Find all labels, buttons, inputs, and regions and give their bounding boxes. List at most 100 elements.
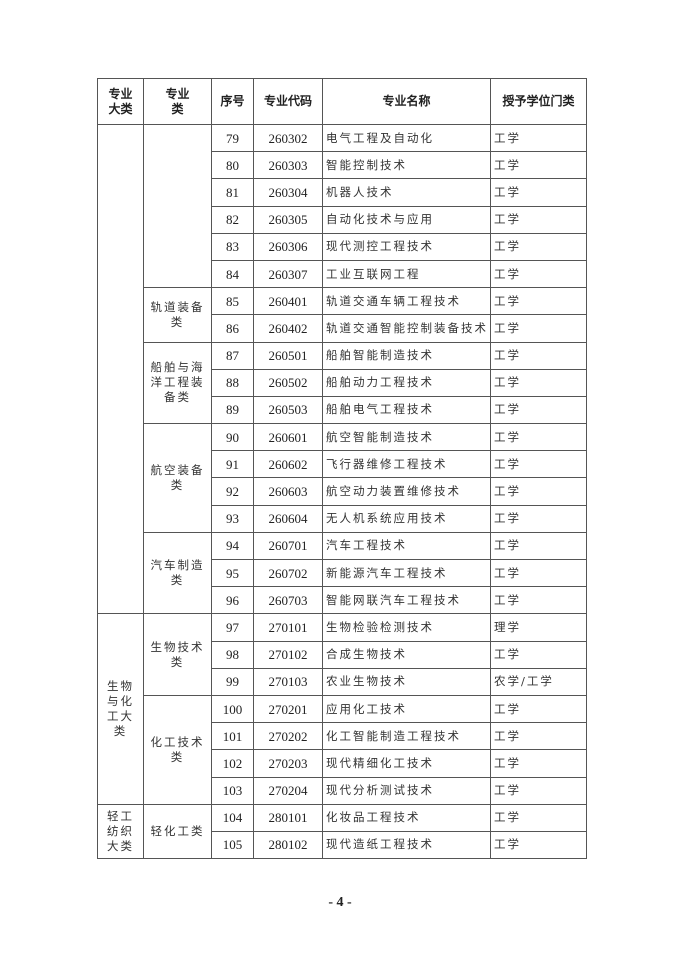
big-category-cell: 生物与化工大类 <box>97 613 144 805</box>
major-name-cell: 农业生物技术 <box>322 667 491 696</box>
major-name-cell: 航空智能制造技术 <box>322 423 491 452</box>
major-name-cell: 电气工程及自动化 <box>322 123 491 153</box>
table-row: 93 260604 无人机系统应用技术 工学 <box>98 504 587 533</box>
degree-cell: 工学 <box>490 830 587 860</box>
category-cell: 船舶与海洋工程装备类 <box>143 341 212 425</box>
seq-cell: 94 <box>211 531 254 561</box>
degree-cell: 工学 <box>490 205 587 234</box>
seq-cell: 97 <box>211 613 254 642</box>
major-name-cell: 飞行器维修工程技术 <box>322 450 491 479</box>
seq-cell: 103 <box>211 776 254 805</box>
category-cell <box>143 123 212 289</box>
seq-cell: 87 <box>211 341 254 370</box>
code-cell: 260602 <box>253 450 323 479</box>
degree-cell: 工学 <box>490 287 587 316</box>
code-cell: 260703 <box>253 586 323 615</box>
code-cell: 260305 <box>253 205 323 234</box>
degree-cell: 工学 <box>490 341 587 370</box>
degree-cell: 工学 <box>490 531 587 561</box>
code-cell: 260303 <box>253 151 323 180</box>
seq-cell: 79 <box>211 123 254 153</box>
code-cell: 260304 <box>253 178 323 207</box>
degree-cell: 工学 <box>490 450 587 479</box>
big-category-cell: 轻工纺织大类 <box>97 803 144 860</box>
degree-cell: 工学 <box>490 259 587 289</box>
major-name-cell: 轨道交通智能控制装备技术 <box>322 314 491 343</box>
table-row: 轨道装备类 85 260401 轨道交通车辆工程技术 工学 <box>98 287 587 343</box>
header-seq: 序号 <box>211 78 254 125</box>
seq-cell: 84 <box>211 259 254 289</box>
code-cell: 260302 <box>253 123 323 153</box>
code-cell: 270201 <box>253 694 323 724</box>
seq-cell: 91 <box>211 450 254 479</box>
table-row: 83 260306 现代测控工程技术 工学 <box>98 232 587 261</box>
major-name-cell: 智能控制技术 <box>322 151 491 180</box>
degree-cell: 理学 <box>490 613 587 642</box>
category-cell: 轻化工类 <box>143 803 212 860</box>
major-name-cell: 智能网联汽车工程技术 <box>322 586 491 615</box>
table-row: 95 260702 新能源汽车工程技术 工学 <box>98 558 587 588</box>
major-name-cell: 工业互联网工程 <box>322 259 491 289</box>
table-row: 82 260305 自动化技术与应用 工学 <box>98 205 587 234</box>
header-big-category: 专业大类 <box>97 78 144 125</box>
seq-cell: 105 <box>211 830 254 860</box>
code-cell: 260603 <box>253 477 323 506</box>
code-cell: 260401 <box>253 287 323 316</box>
major-name-cell: 合成生物技术 <box>322 640 491 669</box>
degree-cell: 工学 <box>490 558 587 588</box>
code-cell: 270204 <box>253 776 323 805</box>
seq-cell: 99 <box>211 667 254 696</box>
table-row: 80 260303 智能控制技术 工学 <box>98 151 587 180</box>
degree-cell: 工学 <box>490 395 587 425</box>
degree-cell: 工学 <box>490 368 587 397</box>
code-cell: 270203 <box>253 749 323 778</box>
major-name-cell: 现代精细化工技术 <box>322 749 491 778</box>
table-row: 轻工纺织大类 轻化工类 104 280101 化妆品工程技术 工学 <box>97 803 587 860</box>
degree-cell: 工学 <box>490 151 587 180</box>
table-row: 84 260307 工业互联网工程 工学 <box>98 259 587 289</box>
degree-cell: 工学 <box>490 722 587 751</box>
code-cell: 270101 <box>253 613 323 642</box>
major-name-cell: 机器人技术 <box>322 178 491 207</box>
code-cell: 260702 <box>253 558 323 588</box>
big-category-cell <box>97 123 144 615</box>
header-code: 专业代码 <box>253 78 323 125</box>
seq-cell: 85 <box>211 287 254 316</box>
table-row: 88 260502 船舶动力工程技术 工学 <box>98 368 587 397</box>
seq-cell: 93 <box>211 504 254 533</box>
table-row: 96 260703 智能网联汽车工程技术 工学 <box>98 586 587 615</box>
code-cell: 260306 <box>253 232 323 261</box>
table-row: 船舶与海洋工程装备类 87 260501 船舶智能制造技术 工学 <box>98 341 587 425</box>
table-row: 89 260503 船舶电气工程技术 工学 <box>98 395 587 425</box>
major-name-cell: 航空动力装置维修技术 <box>322 477 491 506</box>
seq-cell: 82 <box>211 205 254 234</box>
category-cell: 汽车制造类 <box>143 531 212 615</box>
seq-cell: 89 <box>211 395 254 425</box>
majors-table: 专业大类 专业类 序号 专业代码 专业名称 授予学位门类 79 260302 电气工… <box>97 78 587 860</box>
code-cell: 260503 <box>253 395 323 425</box>
code-cell: 260701 <box>253 531 323 561</box>
header-name: 专业名称 <box>322 78 491 125</box>
major-name-cell: 船舶电气工程技术 <box>322 395 491 425</box>
major-name-cell: 现代测控工程技术 <box>322 232 491 261</box>
header-degree: 授予学位门类 <box>490 78 587 125</box>
degree-cell: 工学 <box>490 504 587 533</box>
category-cell: 航空装备类 <box>143 423 212 533</box>
table-row: 航空装备类 90 260601 航空智能制造技术 工学 <box>98 423 587 533</box>
category-cell: 化工技术类 <box>143 694 212 805</box>
major-name-cell: 新能源汽车工程技术 <box>322 558 491 588</box>
table-row: 生物与化工大类 生物技术类 97 270101 生物检验检测技术 理学 <box>97 613 587 805</box>
code-cell: 270202 <box>253 722 323 751</box>
degree-cell: 工学 <box>490 123 587 153</box>
major-name-cell: 船舶智能制造技术 <box>322 341 491 370</box>
major-name-cell: 应用化工技术 <box>322 694 491 724</box>
major-name-cell: 船舶动力工程技术 <box>322 368 491 397</box>
major-name-cell: 现代造纸工程技术 <box>322 830 491 860</box>
seq-cell: 81 <box>211 178 254 207</box>
major-name-cell: 自动化技术与应用 <box>322 205 491 234</box>
seq-cell: 102 <box>211 749 254 778</box>
seq-cell: 104 <box>211 803 254 832</box>
degree-cell: 工学 <box>490 749 587 778</box>
table-row: 98 270102 合成生物技术 工学 <box>98 640 587 669</box>
seq-cell: 83 <box>211 232 254 261</box>
